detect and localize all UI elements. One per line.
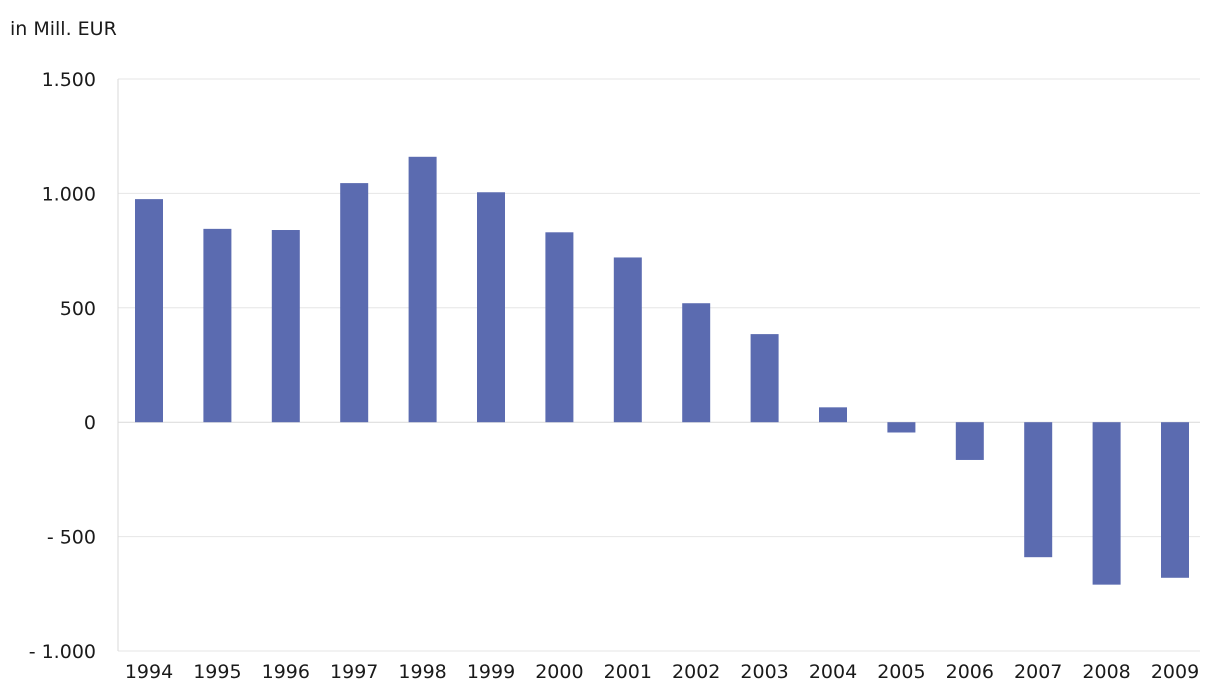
x-tick-label: 1999 <box>467 661 515 683</box>
bar-2007 <box>1024 422 1053 558</box>
y-tick-label: - 1.000 <box>29 641 96 663</box>
bars <box>135 156 1189 585</box>
bar-1997 <box>340 183 369 423</box>
bar-2004 <box>819 407 847 423</box>
x-tick-label: 1998 <box>398 661 446 683</box>
x-tick-label: 2000 <box>535 661 583 683</box>
y-tick-label: 1.500 <box>42 69 96 91</box>
x-tick-label: 1996 <box>262 661 310 683</box>
x-tick-label: 1995 <box>193 661 241 683</box>
x-tick-label: 2003 <box>740 661 788 683</box>
bar-2002 <box>682 303 711 423</box>
x-tick-label: 2008 <box>1082 661 1130 683</box>
bar-1999 <box>477 192 505 423</box>
x-tick-label: 1994 <box>125 661 173 683</box>
bar-2008 <box>1092 422 1121 585</box>
x-tick-label: 2007 <box>1014 661 1062 683</box>
y-tick-label: 1.000 <box>42 183 96 205</box>
x-tick-label: 2001 <box>604 661 652 683</box>
x-tick-label: 2002 <box>672 661 720 683</box>
x-tick-label: 2009 <box>1151 661 1199 683</box>
bar-1995 <box>203 228 232 423</box>
bar-2003 <box>750 334 779 423</box>
bar-2005 <box>887 422 916 433</box>
x-tick-label: 2005 <box>877 661 925 683</box>
bar-2006 <box>955 422 984 460</box>
bar-2000 <box>545 232 574 423</box>
y-tick-label: 500 <box>60 298 96 320</box>
bar-2001 <box>613 257 642 423</box>
bar-1994 <box>135 199 163 423</box>
y-tick-labels: 1.500 1.000 500 0 - 500 - 1.000 <box>29 69 96 663</box>
y-tick-label: - 500 <box>47 527 96 549</box>
x-tick-label: 1997 <box>330 661 378 683</box>
y-tick-label: 0 <box>84 412 96 434</box>
x-tick-label: 2006 <box>946 661 994 683</box>
bar-2009 <box>1161 422 1189 578</box>
gridlines <box>118 78 1200 652</box>
bar-1996 <box>271 230 300 423</box>
bar-1998 <box>408 156 437 423</box>
y-axis-unit-label: in Mill. EUR <box>10 18 117 40</box>
x-tick-label: 2004 <box>809 661 857 683</box>
x-tick-labels: 1994 1995 1996 1997 1998 1999 2000 2001 2002 2003… <box>125 661 1199 683</box>
